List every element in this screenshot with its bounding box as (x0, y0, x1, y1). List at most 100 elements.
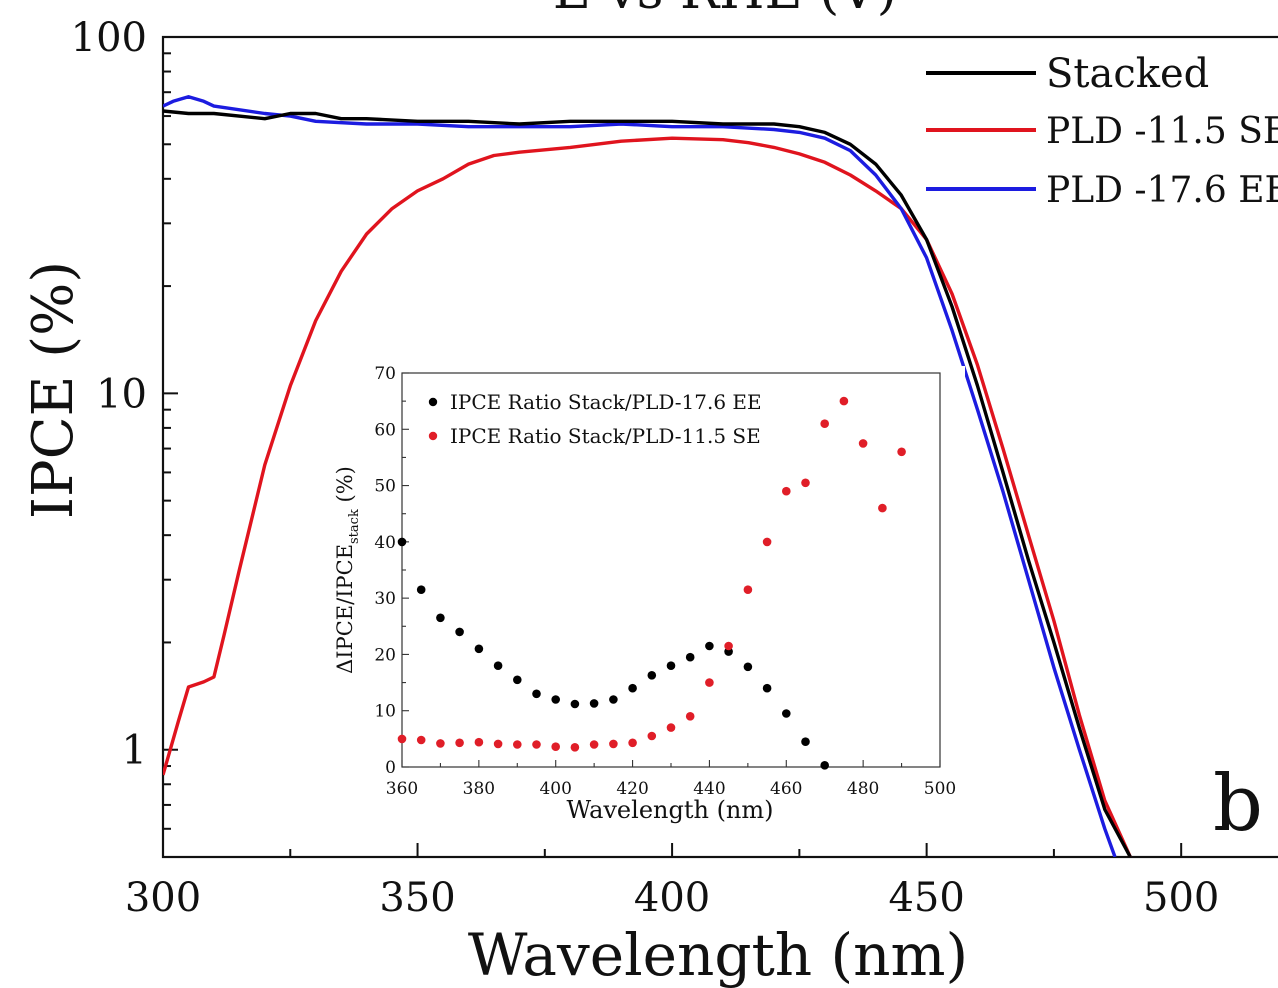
inset-point-ratio-pld-17-6-ee (743, 662, 753, 672)
main-y-tick-label: 10 (96, 371, 147, 417)
inset-point-ratio-pld-11-5-se (762, 537, 772, 547)
inset-point-ratio-pld-11-5-se (647, 731, 657, 741)
inset-point-ratio-pld-17-6-ee (532, 689, 541, 699)
inset-point-ratio-pld-17-6-ee (782, 709, 791, 718)
inset-y-axis-label: ΔIPCE/IPCEstack (%) (333, 466, 362, 674)
main-y-tick-label: 1 (122, 728, 147, 774)
inset-point-ratio-pld-17-6-ee (455, 627, 464, 637)
inset-y-tick-label: 0 (385, 758, 396, 778)
panel-label: b (1213, 759, 1263, 849)
main-y-tick-label: 100 (71, 15, 147, 61)
inset-x-tick-label: 380 (463, 779, 495, 799)
inset-point-ratio-pld-17-6-ee (416, 585, 426, 594)
inset-axis-ticks: 360 380 400 420 440 460 480 500 0 10 20 30 40 50 60 70 (374, 364, 956, 799)
inset-legend: IPCE Ratio Stack/PLD-17.6 EE IPCE Ratio … (428, 390, 762, 448)
inset-point-ratio-pld-11-5-se (474, 737, 484, 747)
inset-x-tick-label: 460 (770, 779, 802, 799)
inset-point-ratio-pld-11-5-se (436, 739, 445, 748)
inset-point-ratio-pld-17-6-ee (685, 652, 695, 662)
inset-point-ratio-pld-11-5-se (705, 678, 714, 687)
inset-point-ratio-pld-17-6-ee (705, 641, 714, 651)
inset-point-ratio-pld-17-6-ee (589, 699, 599, 708)
inset-y-tick-label: 10 (374, 702, 396, 722)
inset-point-ratio-pld-17-6-ee (493, 661, 503, 670)
main-y-axis-label: IPCE (%) (21, 261, 86, 519)
inset-point-ratio-pld-11-5-se (493, 739, 503, 749)
series-line-stacked (163, 109, 1132, 857)
inset-point-ratio-pld-17-6-ee (647, 671, 657, 680)
inset-legend-label-red: IPCE Ratio Stack/PLD-11.5 SE (450, 424, 761, 448)
inset-x-tick-label: 360 (386, 779, 418, 799)
inset-series-points (397, 396, 906, 770)
inset-y-label-main: ΔIPCE/IPCE (333, 544, 357, 674)
inset-point-ratio-pld-11-5-se (628, 738, 637, 748)
main-x-tick-label: 300 (125, 875, 201, 921)
inset-x-tick-label: 400 (539, 779, 571, 799)
inset-point-ratio-pld-11-5-se (858, 439, 868, 448)
top-cut-label: E vs RHE (V) (553, 0, 897, 21)
inset-y-tick-label: 40 (374, 533, 396, 553)
main-x-tick-label: 450 (888, 875, 964, 921)
main-x-tick-label: 400 (634, 875, 710, 921)
inset-legend-label-black: IPCE Ratio Stack/PLD-17.6 EE (450, 390, 762, 414)
inset-y-tick-label: 60 (374, 420, 396, 440)
inset-point-ratio-pld-11-5-se (820, 419, 829, 429)
inset-point-ratio-pld-17-6-ee (628, 683, 637, 693)
inset-point-ratio-pld-11-5-se (782, 486, 791, 496)
inset-point-ratio-pld-11-5-se (839, 396, 849, 406)
main-plot-frame (161, 35, 1278, 859)
inset-point-ratio-pld-11-5-se (416, 735, 426, 745)
inset-point-ratio-pld-11-5-se (513, 740, 522, 749)
main-x-tick-label: 500 (1143, 875, 1219, 921)
main-x-tick-label: 350 (379, 875, 455, 921)
inset-point-ratio-pld-11-5-se (455, 738, 464, 748)
inset-y-tick-label: 70 (374, 364, 396, 384)
inset-point-ratio-pld-17-6-ee (666, 661, 676, 670)
inset-point-ratio-pld-17-6-ee (397, 537, 407, 547)
inset-point-ratio-pld-11-5-se (397, 734, 407, 744)
inset-point-ratio-pld-17-6-ee (474, 644, 484, 654)
inset-point-ratio-pld-11-5-se (685, 712, 695, 721)
inset-x-axis-label: Wavelength (nm) (566, 796, 773, 824)
legend-label-pld-17-6-ee: PLD -17.6 EE (1046, 170, 1278, 211)
inset-point-ratio-pld-11-5-se (589, 740, 599, 749)
legend-label-pld-11-5-se: PLD -11.5 SE (1046, 111, 1278, 152)
inset-legend-marker-black (428, 397, 438, 407)
legend-label-stacked: Stacked (1046, 51, 1209, 97)
inset-y-tick-label: 30 (374, 589, 396, 609)
inset-y-tick-label: 20 (374, 645, 396, 665)
inset-point-ratio-pld-17-6-ee (570, 699, 580, 709)
inset-point-ratio-pld-17-6-ee (801, 737, 810, 746)
inset-point-ratio-pld-11-5-se (724, 641, 733, 651)
inset-point-ratio-pld-11-5-se (801, 478, 810, 488)
inset-plot: 360 380 400 420 440 460 480 500010203040506070 … (300, 364, 965, 842)
series-line-pld-17-6-ee (163, 94, 1117, 857)
series-line-pld-11-5-se (163, 136, 1132, 857)
inset-y-label-subscript: stack (347, 509, 362, 544)
inset-x-tick-label: 500 (924, 779, 956, 799)
inset-point-ratio-pld-17-6-ee (609, 695, 618, 704)
inset-point-ratio-pld-11-5-se (551, 742, 560, 751)
inset-point-ratio-pld-11-5-se (897, 447, 906, 457)
inset-x-tick-label: 480 (847, 779, 879, 799)
inset-point-ratio-pld-11-5-se (743, 585, 753, 594)
main-x-axis-label: Wavelength (nm) (468, 921, 968, 988)
inset-point-ratio-pld-11-5-se (570, 743, 580, 752)
inset-x-tick-label: 420 (616, 779, 648, 799)
inset-y-label-unit: (%) (333, 466, 357, 502)
inset-x-tick-label: 440 (693, 779, 725, 799)
inset-point-ratio-pld-17-6-ee (551, 695, 560, 704)
main-legend: Stacked PLD -11.5 SE PLD -17.6 EE (926, 51, 1278, 211)
inset-point-ratio-pld-17-6-ee (820, 761, 829, 770)
inset-point-ratio-pld-11-5-se (878, 503, 887, 513)
inset-point-ratio-pld-11-5-se (532, 740, 541, 749)
main-series-lines (163, 94, 1132, 857)
inset-point-ratio-pld-17-6-ee (513, 675, 522, 685)
svg-text:ΔIPCE/IPCEstack (%): ΔIPCE/IPCEstack (%) (333, 466, 362, 674)
inset-point-ratio-pld-17-6-ee (762, 683, 772, 693)
inset-y-tick-label: 50 (374, 477, 396, 497)
inset-legend-marker-red (428, 431, 438, 441)
